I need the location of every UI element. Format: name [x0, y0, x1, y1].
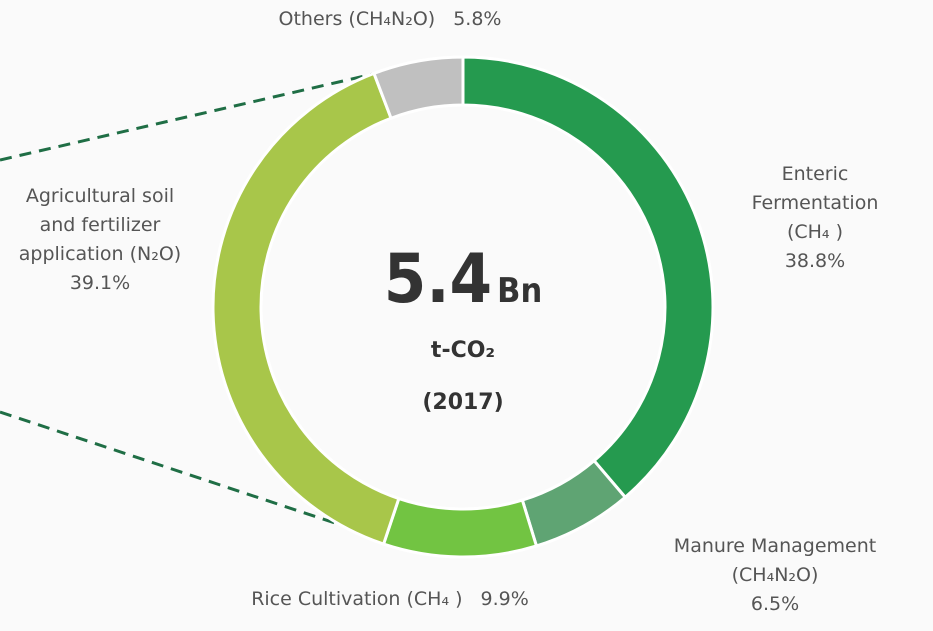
donut-segment	[461, 55, 715, 500]
callout-line	[0, 70, 383, 162]
value-label: 5.8%	[453, 8, 502, 30]
category-label: Others (CH₄N₂O)	[278, 8, 436, 30]
value-label: 6.5%	[750, 593, 800, 615]
category-label: Manure Management (CH₄N₂O)	[673, 535, 877, 586]
category-label: Enteric Fermentation (CH₄ )	[751, 163, 879, 243]
value-label: 38.8%	[784, 250, 846, 272]
segment-label: Agricultural soil and fertilizer applica…	[10, 182, 190, 298]
segment-label: Others (CH₄N₂O) 5.8%	[220, 5, 560, 34]
value-label: 39.1%	[69, 272, 131, 294]
center-value: 5.4	[383, 240, 493, 319]
callout-line	[0, 410, 363, 534]
value-label: 9.9%	[480, 588, 529, 610]
center-year: (2017)	[422, 390, 504, 415]
donut-segment	[372, 55, 465, 121]
center-label: t-CO₂	[430, 338, 496, 363]
donut-segment	[211, 71, 401, 546]
center-total: 5.4 Bn	[363, 240, 563, 319]
category-label: Rice Cultivation (CH₄ )	[251, 588, 463, 610]
segment-label: Manure Management (CH₄N₂O) 6.5%	[630, 532, 920, 619]
segment-label: Enteric Fermentation (CH₄ ) 38.8%	[745, 160, 885, 276]
segment-label: Rice Cultivation (CH₄ ) 9.9%	[195, 585, 585, 614]
category-label: Agricultural soil and fertilizer applica…	[18, 185, 182, 265]
center-unit: Bn	[497, 271, 543, 311]
